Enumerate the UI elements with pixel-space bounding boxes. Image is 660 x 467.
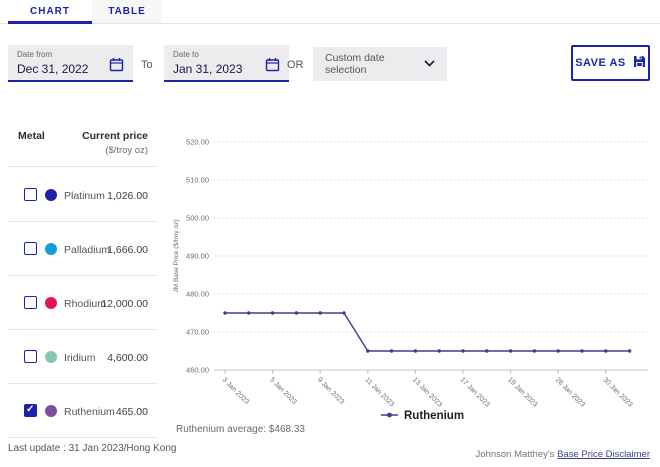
date-from-field[interactable]: Date from Dec 31, 2022 (8, 45, 133, 82)
x-tick-label: 19 Jan 2023 (506, 376, 538, 408)
ruthenium-line (225, 312, 630, 352)
last-update-text: Last update : 31 Jan 2023/Hong Kong (8, 443, 177, 454)
data-point (437, 349, 441, 353)
data-point (532, 349, 537, 353)
metal-name: Iridium (64, 352, 96, 364)
data-point (342, 311, 346, 315)
save-icon (633, 55, 646, 71)
metal-row-ruthenium: Ruthenium 465.00 (8, 383, 158, 437)
y-tick-label: 470.00 (186, 328, 209, 337)
average-note: Ruthenium average: $468.33 (176, 424, 305, 435)
data-point (627, 349, 632, 353)
y-tick-label: 480.00 (186, 290, 209, 299)
active-tab-underline (8, 21, 92, 24)
x-tick-label: 3 Jan 2023 (221, 376, 251, 406)
x-tick-label: 11 Jan 2023 (363, 376, 395, 408)
price-column-header: Current price (82, 130, 148, 142)
data-point (247, 311, 251, 315)
metal-name: Ruthenium (64, 406, 115, 418)
data-point (413, 349, 418, 353)
data-point (366, 349, 370, 353)
divider (8, 383, 158, 384)
data-point (580, 349, 584, 353)
rhodium-checkbox[interactable] (24, 296, 37, 309)
palladium-checkbox[interactable] (24, 242, 37, 255)
x-tick-label: 9 Jan 2023 (316, 376, 346, 406)
chevron-down-icon (424, 58, 435, 70)
calendar-icon[interactable] (109, 57, 124, 77)
calendar-icon[interactable] (265, 57, 280, 77)
data-point (461, 349, 465, 353)
divider (8, 437, 158, 438)
tab-chart[interactable]: CHART (8, 0, 92, 23)
y-tick-label: 510.00 (186, 176, 209, 185)
data-point (389, 349, 394, 353)
date-to-value: Jan 31, 2023 (173, 62, 243, 76)
x-tick-label: 30 Jan 2023 (601, 376, 633, 408)
date-from-label: Date from (17, 50, 53, 59)
rhodium-color-dot (45, 297, 57, 309)
metal-name: Palladium (64, 244, 111, 256)
ruthenium-checkbox[interactable] (24, 404, 37, 417)
save-as-label: SAVE AS (575, 57, 626, 69)
x-tick-label: 17 Jan 2023 (459, 376, 491, 408)
y-axis-title: JM Base Price ($/troy oz) (173, 220, 180, 293)
disclaimer-prefix: Johnson Matthey's (475, 449, 558, 460)
data-point (556, 349, 560, 353)
metal-row-iridium: Iridium 4,600.00 (8, 329, 158, 383)
divider (8, 221, 158, 222)
price-chart: 460.00 470.00 480.00 490.00 500.00 510.00 520.… (173, 138, 648, 422)
data-point (294, 311, 299, 315)
metal-price: 12,000.00 (101, 298, 148, 310)
to-label: To (141, 59, 153, 71)
date-from-value: Dec 31, 2022 (17, 62, 89, 76)
tabbar-divider (0, 23, 660, 24)
divider (8, 329, 158, 330)
date-to-field[interactable]: Date to Jan 31, 2023 (164, 45, 289, 82)
date-range-select[interactable]: Custom date selection (313, 47, 447, 81)
platinum-checkbox[interactable] (24, 188, 37, 201)
platinum-color-dot (45, 189, 57, 201)
save-as-button[interactable]: SAVE AS (571, 45, 650, 81)
date-range-select-value: Custom date selection (325, 52, 385, 76)
price-column-unit: ($/troy oz) (105, 145, 148, 156)
data-point (485, 349, 489, 353)
metal-price: 465.00 (115, 406, 148, 418)
metal-row-rhodium: Rhodium 12,000.00 (8, 275, 158, 329)
metal-column-header: Metal (18, 130, 45, 142)
y-tick-label: 520.00 (186, 138, 209, 147)
metal-price: 1,026.00 (107, 190, 148, 202)
base-price-disclaimer-link[interactable]: Base Price Disclaimer (557, 449, 650, 460)
metal-price: 1,666.00 (107, 244, 148, 256)
y-tick-label: 500.00 (186, 214, 209, 223)
x-tick-label: 5 Jan 2023 (268, 376, 298, 406)
metal-price: 4,600.00 (107, 352, 148, 364)
metal-row-platinum: Platinum 1,026.00 (8, 167, 158, 221)
palladium-color-dot (45, 243, 57, 255)
date-to-label: Date to (173, 50, 199, 59)
x-tick-label: 13 Jan 2023 (411, 376, 443, 408)
x-tick-label: 26 Jan 2023 (554, 376, 586, 408)
ruthenium-color-dot (45, 405, 57, 417)
divider (8, 166, 158, 167)
y-tick-label: 460.00 (186, 366, 209, 375)
data-point (270, 311, 275, 315)
data-point (508, 349, 513, 353)
data-point (318, 311, 322, 315)
legend-label: Ruthenium (404, 410, 464, 422)
metal-row-palladium: Palladium 1,666.00 (8, 221, 158, 275)
iridium-checkbox[interactable] (24, 350, 37, 363)
disclaimer-footer: Johnson Matthey's Base Price Disclaimer (476, 449, 650, 460)
iridium-color-dot (45, 351, 57, 363)
tab-table[interactable]: TABLE (92, 0, 162, 23)
data-point (604, 349, 608, 353)
or-label: OR (287, 59, 304, 71)
divider (8, 275, 158, 276)
y-tick-label: 490.00 (186, 252, 209, 261)
metal-name: Platinum (64, 190, 105, 202)
data-point (223, 311, 227, 315)
metal-name: Rhodium (64, 298, 107, 310)
